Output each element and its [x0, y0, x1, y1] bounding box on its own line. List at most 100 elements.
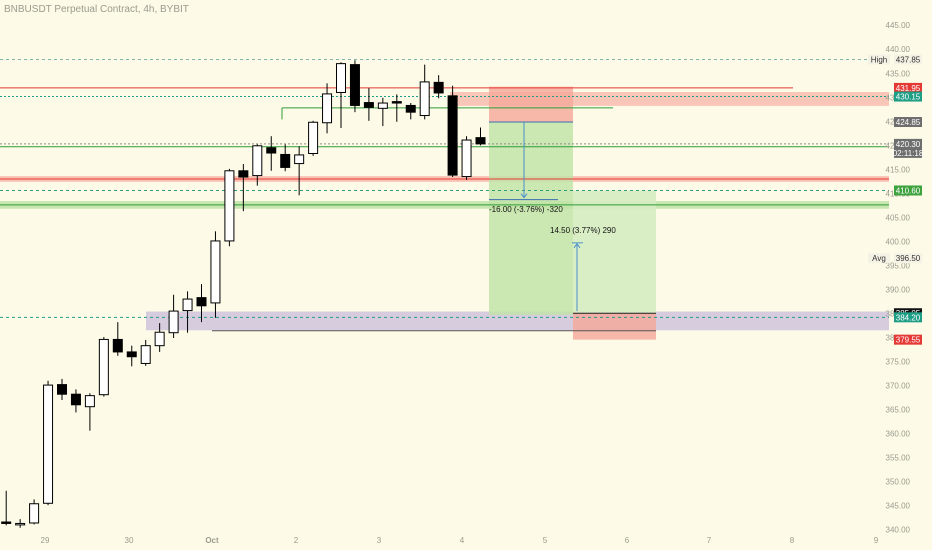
candle-body: [154, 331, 165, 347]
candle: [126, 345, 137, 367]
x-tick-label: 5: [543, 536, 548, 545]
price-tag-value: 430.15: [896, 93, 921, 102]
candle-body: [363, 102, 374, 108]
y-tick-label: 395.00: [886, 261, 911, 270]
candle-body: [70, 393, 81, 406]
candle-body: [252, 145, 263, 177]
candle-body: [29, 503, 40, 524]
candle-body: [391, 101, 402, 104]
candle-body: [84, 395, 95, 408]
candle: [140, 339, 151, 366]
candle: [475, 127, 486, 146]
price-tag-box: [894, 312, 922, 323]
x-axis: 29 30 Oct 2 3 4 5 6 7 8 9: [41, 536, 879, 545]
y-tick-label: 445.00: [886, 21, 911, 30]
candle: [363, 88, 374, 121]
price-tag: 437.85 High: [868, 54, 922, 65]
x-tick-label: 30: [125, 536, 134, 545]
price-tag-countdown: 02:11:18: [893, 149, 924, 158]
candle-body: [349, 64, 360, 106]
price-tag-box: [894, 138, 922, 158]
candle-body: [419, 81, 430, 117]
short-measure-label: -16.00 (-3.76%) -320: [489, 205, 563, 214]
price-tag-value: 410.60: [896, 186, 921, 195]
price-tag-value: 396.50: [896, 254, 921, 263]
price-tag-value: 420.30: [896, 140, 921, 149]
short-measure-arrow-head: [520, 193, 528, 199]
candle: [461, 136, 472, 180]
x-tick-label: 8: [790, 536, 795, 545]
candle-body: [238, 170, 249, 178]
candle: [70, 389, 81, 413]
candle: [43, 380, 54, 506]
candle: [280, 144, 291, 172]
price-tag: 431.95: [894, 82, 922, 93]
candle-body: [322, 93, 333, 124]
x-tick-label: 3: [377, 536, 382, 545]
support-zone: [146, 311, 889, 331]
candle-body: [126, 351, 137, 358]
x-tick-label: 2: [294, 536, 299, 545]
x-tick-label: Oct: [205, 536, 219, 545]
candle-body: [57, 384, 67, 395]
candle: [294, 146, 305, 196]
candle: [349, 60, 360, 113]
candle-body: [308, 121, 319, 154]
candle: [98, 337, 109, 397]
price-tag-value: 431.95: [896, 84, 921, 93]
chart-title: BNBUSDT Perpetual Contract, 4h, BYBIT: [4, 4, 189, 15]
price-tag-box: [894, 54, 922, 65]
candle: [168, 294, 179, 338]
price-tag-value: 379.55: [896, 336, 921, 345]
y-tick-label: 345.00: [886, 502, 911, 511]
price-tag: 379.55: [894, 334, 922, 345]
short-target-zone: [489, 121, 573, 315]
candle-body: [168, 310, 179, 334]
y-tick-label: 405.00: [886, 213, 911, 222]
candle-body: [336, 63, 346, 93]
y-tick-label: 415.00: [886, 165, 911, 174]
candle: [266, 136, 277, 171]
candle: [15, 519, 26, 528]
price-tag-label-box: [868, 54, 890, 65]
candle-body: [1, 521, 12, 524]
long-measure-label: 14.50 (3.77%) 290: [550, 226, 616, 235]
candle: [252, 144, 263, 186]
long-measure-arrow-head: [573, 242, 581, 249]
y-tick-label: 365.00: [886, 406, 911, 415]
candle: [308, 120, 319, 156]
y-tick-label: 440.00: [886, 45, 911, 54]
candle-body: [433, 81, 444, 94]
price-tag-label: Avg: [872, 254, 886, 263]
candle-body: [377, 102, 388, 109]
candle-body: [98, 338, 109, 396]
candle: [224, 168, 235, 247]
candle: [154, 323, 165, 352]
price-tag-box: [894, 117, 922, 128]
x-tick-label: 7: [707, 536, 712, 545]
measures-layer: -16.00 (-3.76%) -320 14.50 (3.77%) 290: [489, 122, 616, 312]
price-tag-box: [894, 91, 922, 102]
candle-body: [266, 147, 277, 154]
price-tag-value: 437.85: [896, 56, 921, 65]
candle-body: [224, 170, 235, 242]
candle: [405, 103, 416, 120]
candle: [377, 97, 388, 127]
y-tick-label: 350.00: [886, 478, 911, 487]
candle: [29, 499, 40, 525]
candle-body: [447, 95, 458, 176]
candle-body: [15, 522, 26, 526]
candle-body: [280, 153, 291, 168]
price-tag-box: [894, 185, 922, 196]
y-tick-label: 390.00: [886, 285, 911, 294]
price-tag-box: [894, 82, 922, 93]
y-tick-label: 360.00: [886, 430, 911, 439]
candle: [210, 231, 221, 318]
candle-body: [210, 240, 221, 304]
y-tick-label: 375.00: [886, 358, 911, 367]
candle: [196, 284, 207, 323]
candles-layer: [1, 60, 486, 528]
price-tag: 410.60: [894, 185, 922, 196]
